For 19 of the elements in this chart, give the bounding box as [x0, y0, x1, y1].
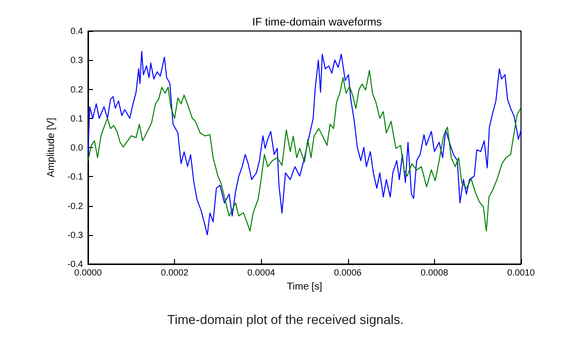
y-tick-label: 0.3	[70, 55, 83, 66]
y-tick-label: -0.1	[67, 172, 83, 182]
y-tick-label: 0.4	[70, 26, 83, 36]
text: Time-domain plot of the received signals.	[167, 312, 404, 327]
y-tick-label: 0.2	[70, 84, 83, 94]
x-tick-label: 0.0010	[507, 268, 535, 278]
x-tick-label: 0.0004	[247, 268, 275, 278]
x-tick-label: 0.0000	[74, 268, 102, 278]
x-tick-label: 0.0002	[160, 268, 188, 278]
y-tick-label: 0.1	[70, 113, 83, 124]
y-axis-title: Amplitude [V]	[46, 118, 58, 178]
x-tick-label: 0.0006	[334, 268, 362, 278]
y-tick-label: 0.0	[70, 142, 83, 152]
x-axis-title: Time [s]	[286, 282, 322, 292]
chart-title: IF time-domain waveforms	[252, 16, 382, 28]
x-tick-label: 0.0008	[420, 268, 448, 278]
y-tick-label: -0.2	[67, 200, 83, 211]
y-tick-label: -0.3	[67, 230, 83, 240]
y-tick-label: -0.4	[67, 259, 83, 269]
